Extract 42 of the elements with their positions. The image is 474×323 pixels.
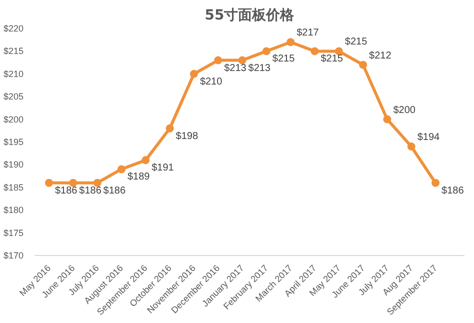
y-tick-label: $215 <box>3 46 24 56</box>
data-label: $215 <box>272 54 296 65</box>
point <box>383 115 392 124</box>
point <box>359 60 368 69</box>
point <box>310 47 319 56</box>
point <box>286 38 295 46</box>
point <box>166 124 174 132</box>
point <box>262 47 270 56</box>
y-tick-label: $175 <box>3 228 24 238</box>
data-label: $186 <box>54 185 78 196</box>
y-tick-label: $185 <box>3 182 24 192</box>
point <box>432 178 440 187</box>
data-label: $215 <box>344 36 368 48</box>
y-tick-label: $220 <box>3 24 24 34</box>
y-tick-label: $205 <box>3 92 24 102</box>
point <box>142 156 150 164</box>
data-label: $198 <box>176 130 198 142</box>
point <box>117 165 126 174</box>
data-label: $200 <box>393 104 416 116</box>
chart-title: 55寸面板价格 <box>204 8 296 24</box>
point <box>214 56 222 64</box>
point <box>190 70 198 78</box>
data-label: $212 <box>369 50 392 62</box>
data-label: $194 <box>417 132 440 144</box>
data-label: $186 <box>442 185 464 196</box>
point <box>407 142 416 151</box>
y-tick-label: $190 <box>3 160 24 170</box>
y-tick-label: $180 <box>3 205 24 216</box>
data-label: $215 <box>320 54 344 65</box>
y-tick-label: $195 <box>3 137 24 147</box>
data-label: $189 <box>127 172 150 183</box>
data-label: $210 <box>200 76 223 88</box>
y-tick-label: $200 <box>3 114 24 124</box>
y-tick-label: $170 <box>3 250 24 260</box>
y-tick-label: $210 <box>3 68 24 79</box>
data-label: $217 <box>296 28 320 39</box>
data-label: $213 <box>224 62 247 74</box>
data-label: $186 <box>103 185 126 196</box>
data-label: $213 <box>248 62 271 74</box>
data-label: $191 <box>152 162 174 174</box>
point <box>44 178 53 187</box>
data-label: $186 <box>79 185 102 196</box>
